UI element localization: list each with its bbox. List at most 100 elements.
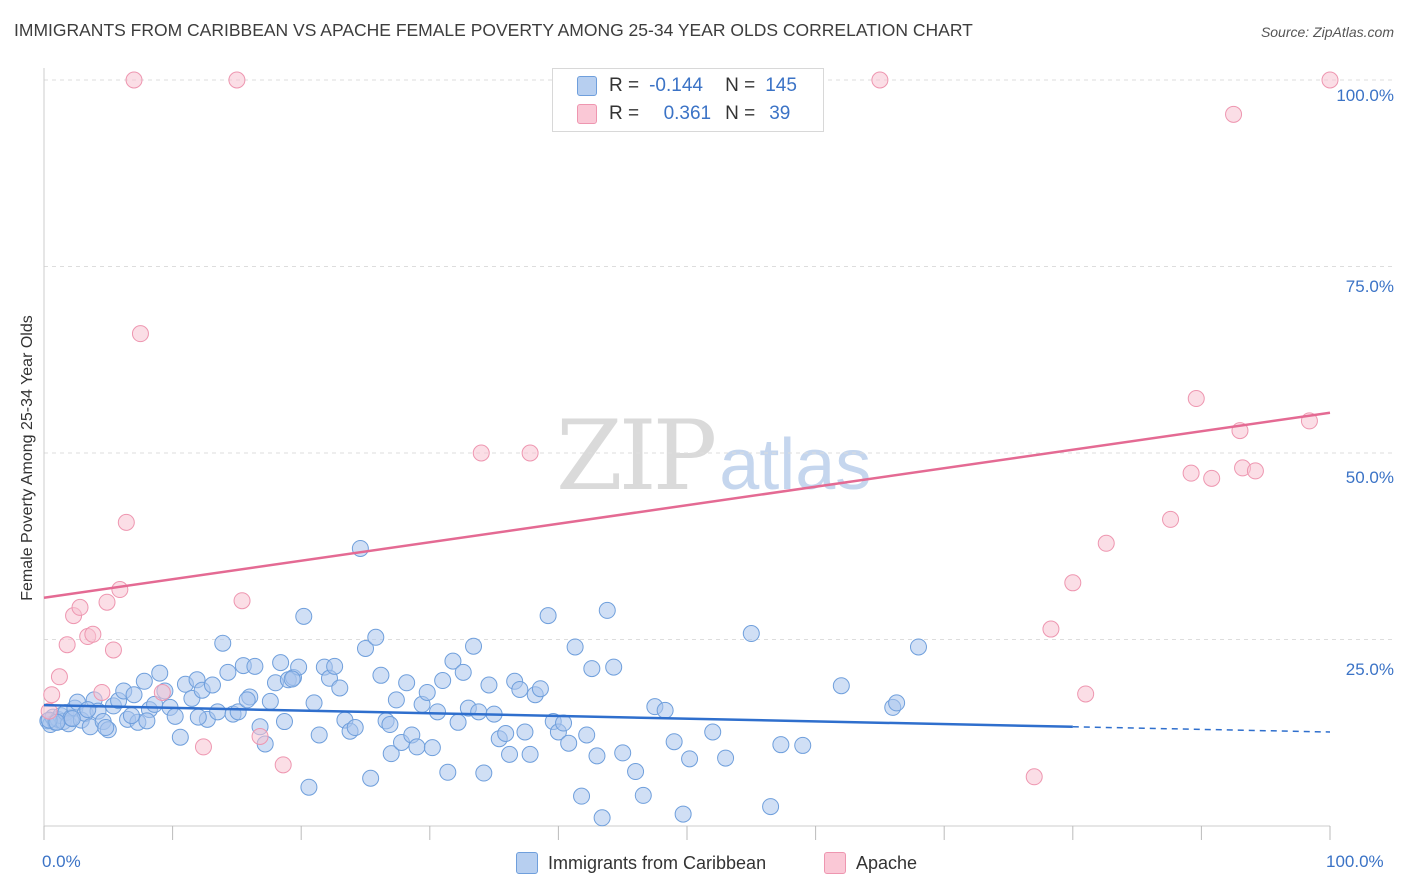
x-axis-ticks (43, 826, 1331, 840)
caribbean-point (272, 654, 290, 672)
caribbean-point (475, 764, 493, 782)
legend-swatch-blue (577, 76, 597, 96)
caribbean-point (331, 679, 349, 697)
apache-point (1182, 464, 1200, 482)
caribbean-point (444, 652, 462, 670)
caribbean-point (97, 719, 115, 737)
chart-title: IMMIGRANTS FROM CARIBBEAN VS APACHE FEMA… (14, 20, 973, 40)
caribbean-trend-line (43, 703, 1073, 729)
apache-point (1097, 534, 1115, 552)
apache-point (228, 71, 246, 89)
caribbean-point (261, 692, 279, 710)
caribbean-point (555, 714, 573, 732)
legend-n-label: N = (725, 103, 756, 124)
legend-n-label: N = (725, 75, 756, 96)
caribbean-point (583, 660, 601, 678)
legend-r-label: R = (609, 103, 640, 124)
caribbean-point (214, 634, 232, 652)
apache-point (472, 444, 490, 462)
caribbean-point (449, 713, 467, 731)
correlation-legend: R = -0.144 N = 145 R = 0.361 N = 39 (552, 68, 824, 132)
caribbean-point (203, 676, 221, 694)
caribbean-point (346, 719, 364, 737)
caribbean-point (521, 745, 539, 763)
caribbean-point (717, 749, 735, 767)
caribbean-point (381, 716, 399, 734)
caribbean-point (63, 710, 81, 728)
caribbean-point (372, 666, 390, 684)
caribbean-point (135, 672, 153, 690)
caribbean-point (614, 744, 632, 762)
apache-trend-line (43, 411, 1331, 599)
legend-r-value: -0.144 (649, 75, 703, 96)
apache-point (1321, 71, 1339, 89)
caribbean-point (470, 703, 488, 721)
apache-point (521, 444, 539, 462)
y-tick-label: 25.0% (1345, 660, 1394, 679)
watermark-zip: ZIP (556, 400, 717, 512)
caribbean-point (151, 664, 169, 682)
caribbean-point (398, 674, 416, 692)
apache-point (40, 702, 58, 720)
apache-point (153, 683, 171, 701)
apache-point (50, 668, 68, 686)
caribbean-point (704, 723, 722, 741)
caribbean-point (209, 703, 227, 721)
legend-n-value: 39 (769, 103, 791, 124)
apache-point (93, 683, 111, 701)
caribbean-point (531, 680, 549, 698)
caribbean-point (516, 723, 534, 741)
apache-point (1064, 574, 1082, 592)
caribbean-point (382, 745, 400, 763)
caribbean-point (465, 637, 483, 655)
y-tick-label: 50.0% (1345, 468, 1394, 487)
caribbean-point (578, 726, 596, 744)
caribbean-point (794, 736, 812, 754)
caribbean-point (665, 733, 683, 751)
legend-r-label: R = (609, 75, 640, 96)
caribbean-point (310, 726, 328, 744)
caribbean-point (832, 677, 850, 695)
caribbean-trend-extension (1072, 726, 1331, 733)
trend-lines (43, 411, 1331, 733)
caribbean-point (439, 763, 457, 781)
apache-point (1225, 105, 1243, 123)
caribbean-point (480, 676, 498, 694)
legend-swatch-pink (577, 104, 597, 124)
caribbean-point (305, 694, 323, 712)
y-tick-label: 75.0% (1345, 277, 1394, 296)
caribbean-point (138, 712, 156, 730)
apache-point (43, 686, 61, 704)
apache-point (274, 756, 292, 774)
apache-point (1246, 462, 1264, 480)
caribbean-point (598, 601, 616, 619)
caribbean-point (300, 778, 318, 796)
apache-point (1042, 620, 1060, 638)
bottom-legend-swatch-pink (824, 852, 846, 874)
apache-point (871, 71, 889, 89)
apache-point (194, 738, 212, 756)
caribbean-point (362, 769, 380, 787)
apache-points (40, 71, 1339, 786)
x-tick-label: 100.0% (1326, 852, 1384, 871)
caribbean-point (627, 763, 645, 781)
apache-point (117, 513, 135, 531)
watermark: ZIPatlas (556, 400, 871, 512)
caribbean-point (656, 701, 674, 719)
caribbean-point (674, 805, 692, 823)
apache-point (84, 625, 102, 643)
caribbean-point (772, 736, 790, 754)
apache-point (251, 727, 269, 745)
caribbean-point (229, 703, 247, 721)
caribbean-point (588, 747, 606, 765)
bottom-legend-swatch-blue (516, 852, 538, 874)
bottom-legend-caribbean: Immigrants from Caribbean (516, 852, 766, 874)
caribbean-point (166, 707, 184, 725)
apache-point (125, 71, 143, 89)
caribbean-points (39, 539, 927, 827)
apache-point (1187, 390, 1205, 408)
caribbean-point (189, 708, 207, 726)
apache-point (104, 641, 122, 659)
caribbean-point (605, 658, 623, 676)
